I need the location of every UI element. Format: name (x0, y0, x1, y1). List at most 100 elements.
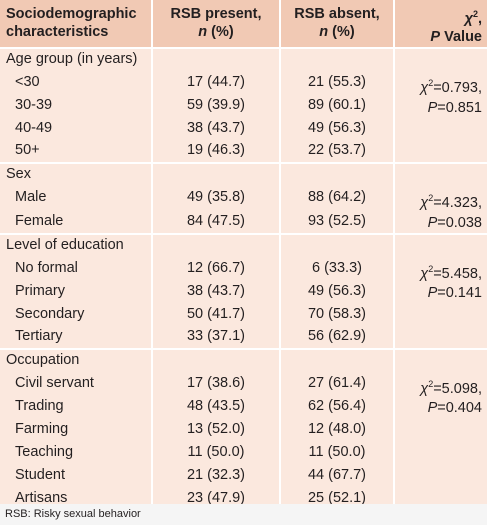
rsb-absent-value: 6 (33.3) (279, 256, 394, 280)
category-label: Occupation (0, 347, 152, 372)
header-characteristics: Sociodemographic characteristics (0, 0, 152, 49)
rsb-absent-value: 70 (58.3) (279, 302, 394, 326)
chi-value: =0.793, (433, 79, 482, 96)
footnote: RSB: Risky sexual behavior (0, 504, 487, 525)
row-label: Tertiary (0, 325, 152, 349)
p-value: =0.038 (437, 214, 482, 231)
category-row: Occupation (0, 347, 487, 372)
rsb-present-value: 17 (44.7) (151, 70, 280, 94)
p-value: =0.404 (437, 400, 482, 417)
rsb-absent-value: 89 (60.1) (279, 93, 394, 117)
empty-cell (151, 232, 280, 257)
table-row: Artisans 23 (47.9) 25 (52.1) (0, 486, 487, 510)
chi-symbol: χ (420, 380, 429, 397)
table-row: Trading 48 (43.5) 62 (56.4) (0, 394, 487, 418)
category-label: Sex (0, 161, 152, 186)
header-row: Sociodemographic characteristics RSB pres… (0, 0, 487, 49)
table-row: Student 21 (32.3) 44 (67.7) (0, 463, 487, 487)
p-symbol: P (427, 99, 438, 116)
rsb-present-value: 33 (37.1) (151, 325, 280, 349)
row-label: Secondary (0, 302, 152, 326)
empty-cell (393, 161, 487, 186)
empty-cell (393, 47, 487, 71)
rsb-present-value: 59 (39.9) (151, 93, 280, 117)
rsb-present-value: 21 (32.3) (151, 463, 280, 487)
category-label: Age group (in years) (0, 47, 152, 71)
row-label: No formal (0, 256, 152, 280)
rsb-present-value: 11 (50.0) (151, 440, 280, 464)
chi-symbol: χ (420, 265, 429, 282)
rsb-absent-value: 49 (56.3) (279, 279, 394, 303)
row-label: Artisans (0, 486, 152, 510)
rsb-present-value: 12 (66.7) (151, 256, 280, 280)
rsb-absent-value: 88 (64.2) (279, 185, 394, 210)
table-row: Farming 13 (52.0) 12 (48.0) (0, 417, 487, 441)
chi-value: =4.323, (433, 194, 482, 211)
row-label: <30 (0, 70, 152, 94)
chi-superscript: 2 (428, 378, 434, 389)
rsb-present-value: 38 (43.7) (151, 116, 280, 140)
table-row: 40-49 38 (43.7) 49 (56.3) (0, 116, 487, 140)
category-row: Sex (0, 161, 487, 186)
row-label: 30-39 (0, 93, 152, 117)
p-symbol: P (427, 400, 438, 417)
row-label: Teaching (0, 440, 152, 464)
p-symbol: P (427, 285, 438, 302)
row-label: Trading (0, 394, 152, 418)
header-rsb-absent: RSB absent, n (%) (279, 0, 394, 49)
rsb-present-value: 50 (41.7) (151, 302, 280, 326)
table-row: Primary 38 (43.7) 49 (56.3) (0, 279, 487, 303)
row-label: Primary (0, 279, 152, 303)
category-row: Age group (in years) (0, 47, 487, 71)
header-rsb-present: RSB present, n (%) (151, 0, 280, 49)
rsb-present-value: 19 (46.3) (151, 139, 280, 163)
rsb-present-value: 23 (47.9) (151, 486, 280, 510)
rsb-present-value: 13 (52.0) (151, 417, 280, 441)
category-row: Level of education (0, 232, 487, 257)
row-label: Male (0, 185, 152, 210)
row-label: Student (0, 463, 152, 487)
chi-superscript: 2 (428, 192, 434, 203)
empty-cell (393, 232, 487, 257)
chi-symbol: χ (420, 194, 429, 211)
rsb-present-value: 38 (43.7) (151, 279, 280, 303)
table-row: Tertiary 33 (37.1) 56 (62.9) (0, 325, 487, 349)
chi-square-stat: χ2=0.793, P=0.851 (393, 70, 487, 163)
empty-cell (279, 232, 394, 257)
chi-value: =5.458, (433, 265, 482, 282)
chi-value: =5.098, (433, 380, 482, 397)
empty-cell (393, 347, 487, 372)
rsb-absent-value: 22 (53.7) (279, 139, 394, 163)
row-label: 40-49 (0, 116, 152, 140)
table-row: Secondary 50 (41.7) 70 (58.3) (0, 302, 487, 326)
rsb-absent-value: 44 (67.7) (279, 463, 394, 487)
rsb-absent-value: 56 (62.9) (279, 325, 394, 349)
row-label: 50+ (0, 139, 152, 163)
empty-cell (151, 47, 280, 71)
p-value: =0.851 (437, 99, 482, 116)
p-value: =0.141 (437, 285, 482, 302)
table-row: 50+ 19 (46.3) 22 (53.7) (0, 139, 487, 163)
table-row: Female 84 (47.5) 93 (52.5) (0, 209, 487, 234)
row-label: Civil servant (0, 371, 152, 395)
table-row: Teaching 11 (50.0) 11 (50.0) (0, 440, 487, 464)
table-body: Age group (in years) <30 17 (44.7) 21 (55.3… (0, 47, 487, 510)
rsb-absent-value: 49 (56.3) (279, 116, 394, 140)
rsb-absent-value: 21 (55.3) (279, 70, 394, 94)
sociodemographic-table: Sociodemographic characteristics RSB pres… (0, 0, 487, 510)
table-row: <30 17 (44.7) 21 (55.3) χ2=0.793, P=0.851 (0, 70, 487, 163)
chi-superscript: 2 (428, 263, 434, 274)
empty-cell (279, 47, 394, 71)
rsb-present-value: 84 (47.5) (151, 209, 280, 234)
empty-cell (151, 347, 280, 372)
table-row: No formal 12 (66.7) 6 (33.3) χ2=5.458, P=0.1… (0, 256, 487, 349)
rsb-absent-value: 11 (50.0) (279, 440, 394, 464)
category-label: Level of education (0, 232, 152, 257)
rsb-absent-value: 25 (52.1) (279, 486, 394, 510)
header-chi-square-p-value: χ2, P Value (393, 0, 487, 49)
empty-cell (279, 347, 394, 372)
p-symbol: P (427, 214, 438, 231)
row-label: Female (0, 209, 152, 234)
rsb-absent-value: 62 (56.4) (279, 394, 394, 418)
